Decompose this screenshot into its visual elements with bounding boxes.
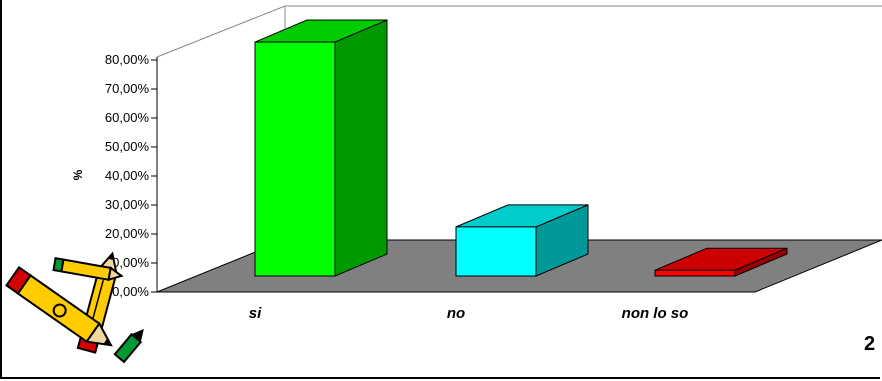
y-tick-label: 80,00% <box>105 52 150 67</box>
y-tick-label: 40,00% <box>105 168 150 183</box>
y-tick-label: 20,00% <box>105 226 150 241</box>
y-axis-label: % <box>71 169 85 180</box>
category-label: no <box>447 305 465 322</box>
category-labels: si no non lo so <box>249 305 689 322</box>
category-label: si <box>249 305 262 322</box>
bar-no <box>455 226 537 277</box>
pencils-icon <box>5 251 144 364</box>
y-axis-ticks: 0,00% 10,00% 20,00% 30,00% 40,00% 50,00% 60,00… <box>105 52 157 299</box>
back-wall-top-edge <box>156 5 286 58</box>
page-number: 2 <box>864 333 876 355</box>
bar-non-lo-so <box>654 269 736 277</box>
y-tick-label: 50,00% <box>105 139 150 154</box>
y-tick-label: 30,00% <box>105 197 150 212</box>
y-tick-label: 10,00% <box>105 255 150 270</box>
y-tick-label: 70,00% <box>105 81 150 96</box>
bar-side-si <box>334 19 388 277</box>
y-tick-label: 60,00% <box>105 110 150 125</box>
bars-group <box>254 19 788 277</box>
y-tick-label: 0,00% <box>112 284 149 299</box>
category-label: non lo so <box>622 305 689 322</box>
bar-si <box>254 41 336 277</box>
